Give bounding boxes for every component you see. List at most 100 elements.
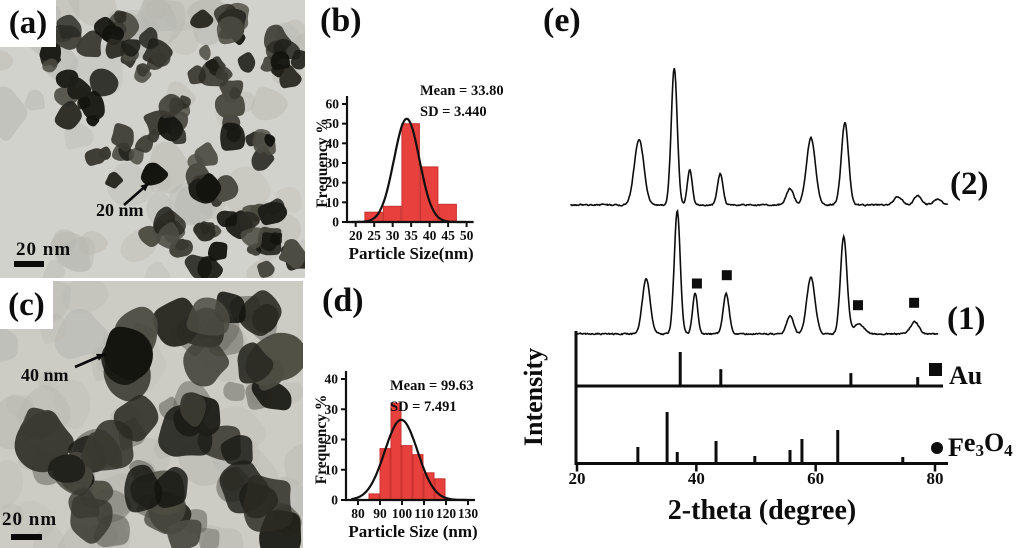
curve-2-label: (2) [950,166,988,202]
tem-texture-blob [54,308,109,359]
tem-nanoparticle [158,93,184,119]
tem-nanoparticle [205,58,218,72]
histogram-bar [379,448,391,501]
y-tick-label: 10 [325,462,339,477]
panel-e-label: (e) [543,2,581,39]
tem-nanoparticle [93,16,117,41]
tem-texture-blob [221,325,248,354]
tem-nanoparticle [166,519,202,548]
fe3o4-legend-label: Fe3O4 [948,428,1013,462]
stats-annotation: Mean = 99.63 [390,378,474,394]
tem-nanoparticle [214,93,245,118]
au-peak-square-marker [853,300,863,311]
tem-nanoparticle [257,260,275,278]
tem-texture-blob [200,524,244,548]
y-tick-label: 30 [326,156,340,171]
y-tick-label: 50 [326,116,340,131]
tem-texture-blob [167,22,200,56]
tem-nanoparticle [216,210,238,228]
tem-nanoparticle [257,202,288,226]
tem-nanoparticle [138,27,159,50]
tem-nanoparticle [148,43,171,67]
tem-nanoparticle [105,38,126,59]
panel-c-label: (c) [0,281,53,329]
x-tick-label: 40 [423,228,437,243]
x-tick-label: 30 [386,228,400,243]
tem-nanoparticle [39,41,62,65]
tem-nanoparticle [42,58,58,73]
panel-c: (c) 40 nm 20 nm [0,281,303,548]
panel-d-label: (d) [322,282,364,319]
panel-b-label: (b) [320,2,362,39]
tem-nanoparticle [240,227,264,249]
tem-nanoparticle [237,52,256,73]
tem-nanoparticle [136,63,151,77]
stats-annotation: SD = 7.491 [390,399,457,415]
panel-a-scalebar-label: 20 nm [16,239,72,260]
x-tick-label: 35 [404,228,418,243]
fe3o4-legend-circle-marker [931,442,943,454]
tem-nanoparticle [54,100,82,130]
au-legend-label: Au [949,361,982,390]
tem-nanoparticle [128,147,144,165]
y-axis-title: Frequency % [313,395,330,485]
tem-nanoparticle [183,338,230,387]
xrd-curve-1 [577,208,939,336]
tem-annotated-particle [103,326,153,381]
tem-texture-blob [0,327,19,363]
xrd-chart: 20 40 60 80 (2) (1) Au Fe3O4 2-theta (degree) Int… [520,68,1013,526]
histogram-bar [401,445,413,501]
panel-c-scalebar [11,534,42,540]
tem-nanoparticle [67,76,92,100]
tem-nanoparticle [220,435,253,465]
y-tick-label: 40 [326,136,340,151]
tem-texture-blob [144,261,172,278]
tem-texture-blob [24,89,45,111]
panel-c-scalebar-label: 20 nm [2,509,58,530]
x-tick-label: 120 [436,506,457,521]
tem-nanoparticle [278,239,305,269]
x-tick-label: 45 [441,228,455,243]
tem-nanoparticle [179,392,206,427]
tem-micrograph-c [0,281,303,548]
gaussian-fit-curve [351,418,468,502]
tem-nanoparticle [187,65,206,85]
tem-nanoparticle [193,222,216,242]
xrd-curve-2 [570,68,948,207]
histogram-chart-b: 0 10 20 30 40 50 60 20 25 30 35 40 45 50 Mean = 33.80 S… [314,83,504,263]
tem-nanoparticle [81,432,123,471]
tem-texture-blob [51,229,77,254]
panel-a: (a) 20 nm 20 nm [0,0,305,278]
au-peak-square-marker [909,297,920,308]
tem-nanoparticle [120,39,141,57]
x-tick-label: 40 [688,469,705,488]
x-tick-label: 80 [351,506,365,521]
tem-nanoparticle [124,464,163,513]
x-tick-label: 130 [458,506,479,521]
x-tick-label: 100 [392,506,413,521]
x-tick-label: 110 [414,506,434,521]
au-legend-square-marker [929,363,942,376]
au-peak-square-marker [691,278,702,289]
tem-nanoparticle [243,474,293,532]
tem-texture-blob [78,231,109,256]
tem-nanoparticle [190,9,214,29]
tem-nanoparticle [270,51,291,71]
x-tick-label: 60 [807,469,824,488]
x-tick-label: 80 [927,469,944,488]
tem-nanoparticle [279,64,302,89]
x-tick-label: 90 [373,506,387,521]
tem-aggregate-blob [197,527,220,548]
tem-nanoparticle [134,135,154,153]
tem-nanoparticle [259,152,270,165]
tem-nanoparticle [76,30,102,58]
tem-micrograph-a [0,0,305,278]
tem-texture-blob [62,281,109,314]
panel-c-particle-size-annotation: 40 nm [21,365,69,385]
histogram-chart-d: 0 10 20 30 40 80 90 100 110 120 130 Mean = 99.63 SD … [313,371,479,541]
histogram-bar [401,123,420,223]
panel-a-scalebar [14,261,44,267]
y-tick-label: 0 [331,493,338,508]
arrow-head [140,183,149,192]
